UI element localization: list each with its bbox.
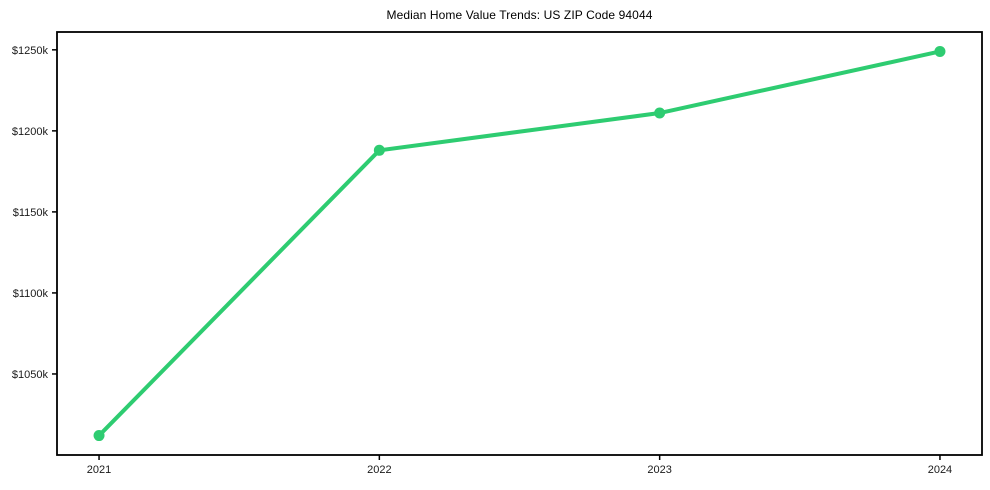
x-tick-label: 2023 bbox=[647, 464, 671, 476]
trend-line bbox=[97, 49, 942, 438]
data-point-2023 bbox=[654, 107, 666, 119]
y-tick-label: $1250k bbox=[12, 45, 49, 57]
x-tick-label: 2024 bbox=[928, 464, 952, 476]
y-tick-label: $1150k bbox=[13, 207, 49, 219]
y-tick-label: $1200k bbox=[12, 126, 49, 138]
x-tick-label: 2021 bbox=[87, 464, 111, 476]
data-point-2024 bbox=[934, 45, 946, 57]
data-point-2022 bbox=[373, 144, 385, 156]
chart-title: Median Home Value Trends: US ZIP Code 94… bbox=[386, 8, 653, 22]
plot-area bbox=[56, 31, 983, 456]
y-tick-label: $1050k bbox=[12, 369, 49, 381]
data-point-2021 bbox=[93, 430, 105, 442]
x-tick-label: 2022 bbox=[367, 464, 391, 476]
y-tick-label: $1100k bbox=[13, 288, 49, 300]
